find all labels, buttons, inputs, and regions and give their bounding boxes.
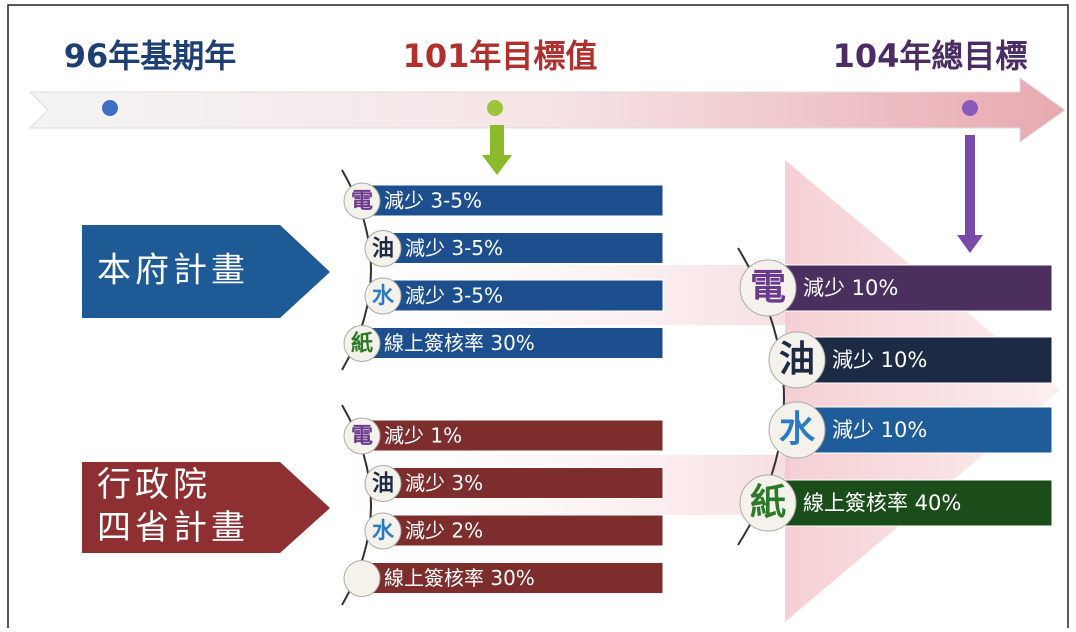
timeline-arrow [28,77,1066,143]
item-bar [369,419,664,452]
goal-icon-text: 電 [750,267,786,308]
goal-bar [806,336,1053,384]
item-icon-text: 油 [372,237,394,262]
goal-text: 減少 10% [803,276,898,300]
item-icon [364,465,402,502]
goal-bar [777,479,1053,527]
item-icon-text: 電 [351,189,373,214]
item-icon [343,325,381,362]
item-icon-text: 水 [372,284,395,309]
item-icon [364,512,402,550]
goal-bar [777,264,1053,312]
item-icon [343,560,381,597]
item-bar [390,232,664,264]
goal-icon-text: 紙 [750,482,786,523]
item-text: 減少 2% [405,519,483,543]
down-arrow [482,125,512,175]
goal-text: 減少 10% [832,418,927,442]
goal-arrow [785,160,1060,622]
item-text: 線上簽核率 30% [384,566,535,590]
down-arrow [957,135,983,253]
goal-icon [768,331,826,389]
item-icon-text: 電 [351,424,373,449]
item-text: 減少 3-5% [405,284,503,308]
frame [7,4,1069,632]
goal-icon [739,474,797,532]
group-banner [82,225,330,318]
group-title: 本府計畫 [97,251,249,291]
item-icon [364,230,402,267]
item-icon-text: 紙 [351,331,373,357]
item-text: 減少 3-5% [384,189,482,213]
item-text: 減少 1% [384,424,462,448]
item-text: 減少 3% [405,471,483,495]
item-icon [364,277,402,315]
group-title: 行政院 [97,465,211,505]
item-text: 線上簽核率 30% [384,331,535,355]
goal-text: 線上簽核率 40% [803,491,961,515]
item-text: 減少 3-5% [405,236,503,260]
item-bar [390,514,664,547]
item-bar [369,562,664,594]
item-icon-text: 水 [372,519,395,544]
timeline-label: 96年基期年 [64,37,237,75]
group-banner [82,462,330,553]
dot [102,100,118,116]
goal-bar [806,406,1053,454]
goal-icon-text: 油 [779,339,815,380]
item-icon [343,417,381,455]
goal-icon [739,259,797,317]
goal-icon [768,401,826,459]
item-bar [369,327,664,359]
timeline-label: 101年目標值 [403,37,598,75]
item-icon-text: 油 [372,472,394,497]
dot [487,100,503,116]
goal-icon-text: 水 [779,409,816,450]
goal-text: 減少 10% [832,348,927,372]
timeline-label: 104年總目標 [833,37,1028,75]
item-bar [390,467,664,499]
group-title: 四省計畫 [97,508,249,548]
dot [962,100,978,116]
item-icon [343,182,381,220]
item-bar [390,279,664,312]
